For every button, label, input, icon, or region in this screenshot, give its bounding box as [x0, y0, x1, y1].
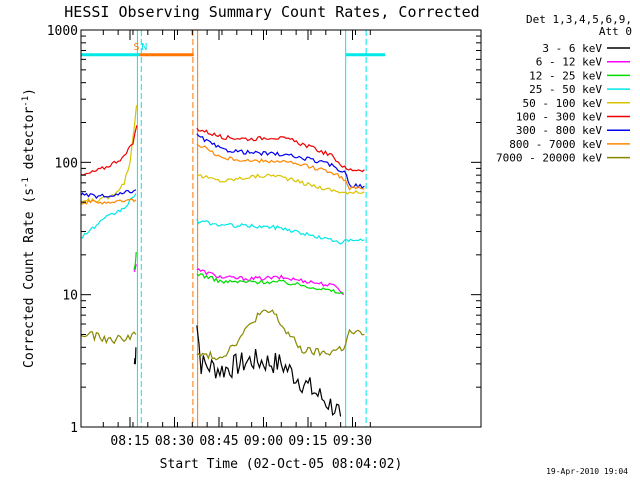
series-line-5: [81, 105, 138, 204]
x-tick-label: 08:15: [110, 434, 149, 449]
series-line-2: [133, 264, 137, 273]
y-tick-label: 1: [70, 421, 78, 436]
series-line-5: [196, 173, 365, 195]
legend-entry-label: 25 - 50 keV: [529, 83, 602, 96]
series-line-4: [81, 193, 137, 239]
series-line-4: [196, 219, 365, 245]
x-axis-label: Start Time (02-Oct-05 08:04:02): [160, 457, 403, 472]
series-line-7: [196, 133, 365, 189]
legend-entry-label: 50 - 100 keV: [523, 97, 603, 110]
legend-entry-label: 7000 - 20000 keV: [496, 152, 602, 165]
x-tick-label: 09:00: [244, 434, 283, 449]
legend-entry-label: 100 - 300 keV: [516, 111, 602, 124]
series-line-9: [196, 309, 365, 361]
x-tick-label: 08:30: [155, 434, 194, 449]
legend-header-line2: Att 0: [599, 25, 632, 38]
y-axis-label-sup1: -1: [21, 177, 31, 188]
y-axis-label-end: ): [22, 88, 37, 96]
legend-entry-label: 6 - 12 keV: [536, 56, 603, 69]
y-axis-label-main: Corrected Count Rate (s: [22, 188, 37, 368]
flag-label: S: [134, 42, 140, 53]
x-tick-label: 08:45: [199, 434, 238, 449]
series-line-3: [196, 273, 344, 295]
legend-entry-label: 800 - 7000 keV: [509, 138, 602, 151]
series-line-6: [196, 127, 365, 173]
axes: 1 10 100 1000 08:15 08:30 08:45 09:00 09:15 09:30: [47, 24, 481, 449]
y-tick-label: 1000: [47, 24, 78, 39]
legend-entry-label: 12 - 25 keV: [529, 69, 602, 82]
series-line-1: [196, 325, 342, 417]
series-line-1: [133, 347, 137, 365]
footer-date: 19-Apr-2010 19:04: [546, 467, 628, 476]
series-line-8: [196, 143, 365, 191]
y-tick-label: 10: [62, 289, 78, 304]
y-axis-label: Corrected Count Rate (s-1 detector-1): [21, 88, 37, 368]
chart-title: HESSI Observing Summary Count Rates, Cor…: [64, 3, 479, 21]
series-line-6: [81, 125, 138, 176]
legend-header-line1: Det 1,3,4,5,6,9,: [526, 13, 632, 26]
x-tick-label: 09:15: [288, 434, 327, 449]
series-line-2: [196, 268, 345, 296]
y-axis-label-sup2: -1: [21, 96, 31, 107]
flag-label: N: [141, 42, 147, 53]
state-vertical-lines: [136, 30, 367, 427]
y-tick-label: 100: [55, 156, 78, 171]
y-axis-label-tail: detector: [22, 107, 37, 178]
x-tick-label: 09:30: [333, 434, 372, 449]
legend-entry-label: 3 - 6 keV: [542, 42, 602, 55]
legend-entry-label: 300 - 800 keV: [516, 124, 602, 137]
series-line-9: [81, 331, 137, 345]
series-lines: [81, 105, 365, 417]
series-line-8: [81, 198, 137, 205]
series-line-7: [81, 189, 137, 199]
series-line-3: [133, 251, 137, 270]
